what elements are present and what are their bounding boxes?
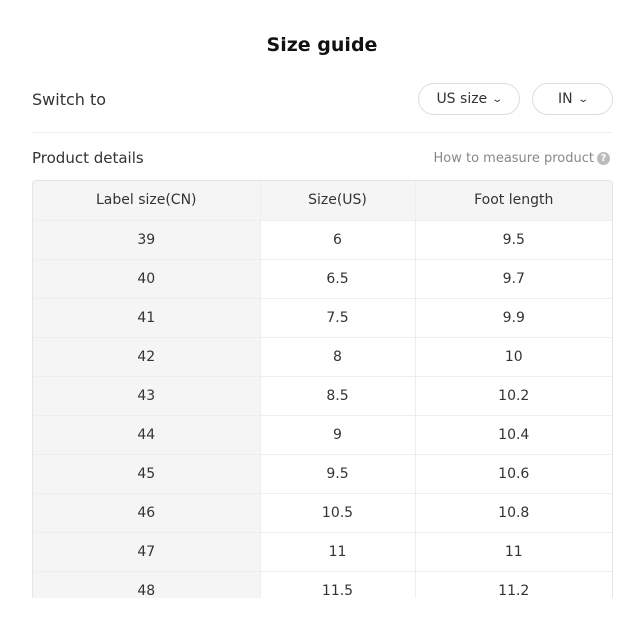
help-icon: ? bbox=[597, 152, 610, 165]
table-cell: 48 bbox=[33, 571, 261, 598]
table-cell: 6 bbox=[260, 220, 416, 260]
table-cell: 43 bbox=[33, 376, 261, 416]
table-cell: 45 bbox=[33, 454, 261, 494]
table-cell: 9.5 bbox=[260, 454, 416, 494]
table-row: 45 9.5 10.6 bbox=[33, 454, 612, 494]
table-cell: 11.5 bbox=[260, 571, 416, 598]
table-row: 46 10.5 10.8 bbox=[33, 493, 612, 533]
table-cell: 40 bbox=[33, 259, 261, 299]
size-system-value: US size bbox=[436, 91, 488, 107]
size-table: Label size(CN) Size(US) Foot length 39 6 9.5… bbox=[32, 180, 613, 598]
chevron-down-icon: ⌄ bbox=[491, 93, 504, 105]
table-cell: 41 bbox=[33, 298, 261, 338]
table-cell: 11 bbox=[260, 532, 416, 572]
table-cell: 47 bbox=[33, 532, 261, 572]
table-cell: 9 bbox=[260, 415, 416, 455]
table-cell: 10.6 bbox=[415, 454, 612, 494]
table-cell: 9.7 bbox=[415, 259, 612, 299]
table-row: 44 9 10.4 bbox=[33, 415, 612, 455]
unit-value: IN bbox=[558, 91, 573, 107]
table-row: 42 8 10 bbox=[33, 337, 612, 377]
table-header-row: Label size(CN) Size(US) Foot length bbox=[33, 181, 612, 221]
divider bbox=[32, 132, 612, 133]
table-cell: 11 bbox=[415, 532, 612, 572]
column-header: Label size(CN) bbox=[33, 181, 261, 221]
page-title: Size guide bbox=[266, 34, 378, 56]
table-cell: 10.8 bbox=[415, 493, 612, 533]
switch-to-label: Switch to bbox=[32, 90, 107, 109]
unit-dropdown[interactable]: IN ⌄ bbox=[532, 83, 613, 115]
table-row: 43 8.5 10.2 bbox=[33, 376, 612, 416]
table-cell: 44 bbox=[33, 415, 261, 455]
table-row: 47 11 11 bbox=[33, 532, 612, 572]
table-cell: 10.2 bbox=[415, 376, 612, 416]
table-row: 41 7.5 9.9 bbox=[33, 298, 612, 338]
table-cell: 8.5 bbox=[260, 376, 416, 416]
how-to-measure-link[interactable]: How to measure product ? bbox=[433, 151, 610, 166]
chevron-down-icon: ⌄ bbox=[576, 93, 589, 105]
table-cell: 6.5 bbox=[260, 259, 416, 299]
column-header: Foot length bbox=[415, 181, 612, 221]
table-cell: 7.5 bbox=[260, 298, 416, 338]
table-row: 48 11.5 11.2 bbox=[33, 571, 612, 598]
section-label: Product details bbox=[32, 149, 144, 167]
table-row: 39 6 9.5 bbox=[33, 220, 612, 260]
table-cell: 10.4 bbox=[415, 415, 612, 455]
table-cell: 10.5 bbox=[260, 493, 416, 533]
column-header: Size(US) bbox=[260, 181, 416, 221]
table-cell: 10 bbox=[415, 337, 612, 377]
table-cell: 46 bbox=[33, 493, 261, 533]
table-cell: 39 bbox=[33, 220, 261, 260]
table-cell: 9.5 bbox=[415, 220, 612, 260]
size-system-dropdown[interactable]: US size ⌄ bbox=[418, 83, 520, 115]
table-row: 40 6.5 9.7 bbox=[33, 259, 612, 299]
how-to-measure-text: How to measure product bbox=[433, 151, 594, 166]
table-cell: 42 bbox=[33, 337, 261, 377]
table-cell: 9.9 bbox=[415, 298, 612, 338]
table-cell: 11.2 bbox=[415, 571, 612, 598]
table-cell: 8 bbox=[260, 337, 416, 377]
